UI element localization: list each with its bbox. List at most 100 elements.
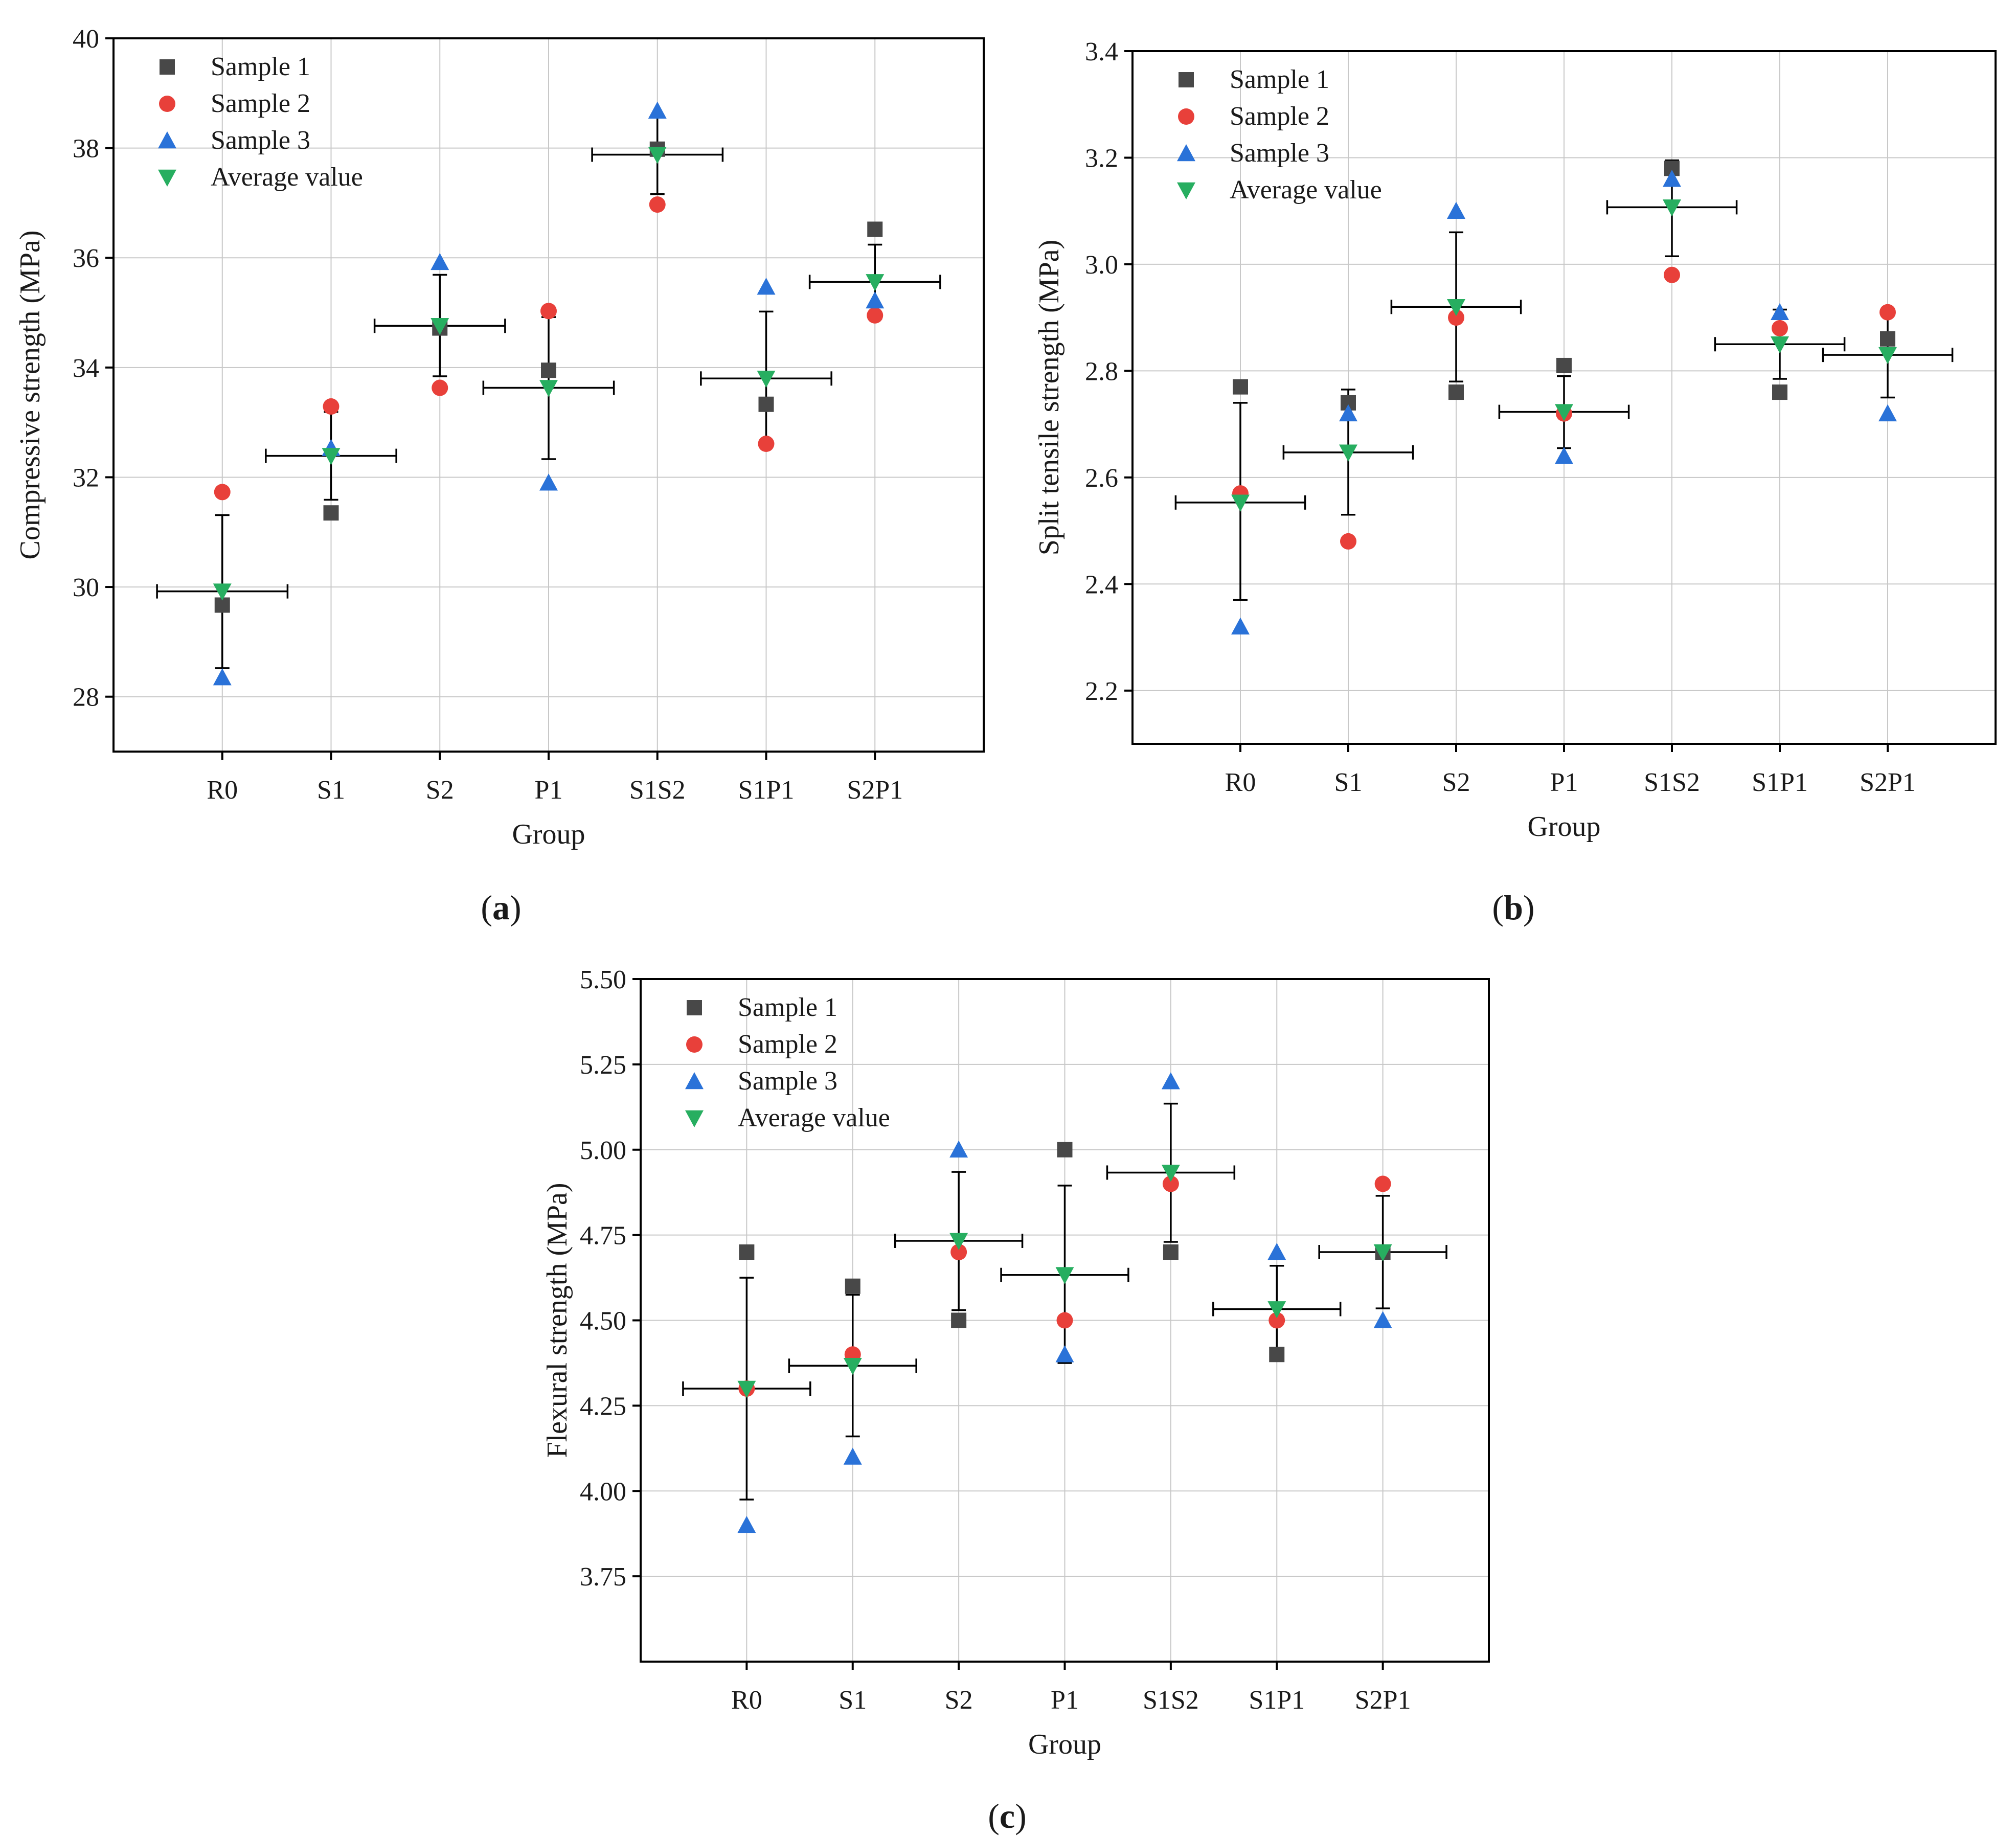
legend-label: Sample 1	[1230, 65, 1329, 94]
x-tick-label: P1	[1550, 768, 1578, 797]
data-point	[539, 380, 558, 397]
data-point	[323, 505, 339, 521]
y-tick-label: 3.2	[1085, 144, 1118, 173]
data-point	[1055, 1345, 1074, 1363]
legend: Sample 1 Sample 2 Sample 3 Average value	[158, 52, 363, 192]
data-point	[950, 1244, 967, 1260]
data-point	[431, 253, 449, 270]
data-point	[1055, 1267, 1074, 1284]
x-tick-label: S1S2	[1143, 1686, 1199, 1715]
legend-label: Sample 3	[1230, 139, 1329, 168]
data-point	[757, 278, 776, 295]
data-point	[1339, 444, 1357, 462]
data-point	[648, 101, 667, 119]
y-tick-label: 4.25	[580, 1392, 626, 1421]
legend-label: Average value	[211, 163, 363, 192]
data-point	[323, 398, 339, 415]
data-point	[949, 1233, 968, 1250]
data-point	[431, 317, 449, 335]
x-tick-label: S1S2	[629, 776, 686, 805]
y-tick-label: 2.4	[1085, 570, 1118, 599]
data-point	[648, 147, 667, 164]
data-point	[213, 668, 232, 686]
data-point	[1056, 1312, 1073, 1329]
panel-caption: (b)	[1492, 888, 1534, 927]
y-tick-label: 2.8	[1085, 357, 1118, 386]
data-point	[1878, 347, 1897, 365]
data-point	[1555, 404, 1573, 421]
data-point	[1447, 201, 1465, 219]
legend: Sample 1 Sample 2 Sample 3 Average value	[685, 993, 890, 1132]
legend-marker	[158, 169, 176, 187]
legend-label: Sample 3	[738, 1067, 837, 1096]
legend-marker	[1179, 72, 1194, 87]
y-tick-label: 4.50	[580, 1307, 626, 1336]
series-average-value	[213, 147, 885, 601]
data-point	[1374, 1175, 1391, 1192]
data-point	[1448, 384, 1464, 400]
data-point	[1163, 1244, 1179, 1260]
data-point	[843, 1447, 862, 1465]
data-point	[843, 1357, 862, 1375]
legend-marker	[685, 1072, 704, 1090]
x-tick-label: S2P1	[847, 776, 903, 805]
data-point	[845, 1278, 860, 1294]
x-tick-label: R0	[731, 1686, 762, 1715]
legend-marker	[1177, 182, 1195, 199]
data-point	[951, 1312, 967, 1328]
data-point	[1340, 533, 1356, 550]
legend-label: Sample 2	[211, 89, 310, 118]
x-tick-label: R0	[207, 776, 238, 805]
data-point	[1663, 199, 1681, 217]
y-tick-label: 2.2	[1085, 677, 1118, 706]
panel-caption: (a)	[481, 888, 521, 927]
x-tick-label: S1P1	[738, 776, 795, 805]
legend-marker	[1177, 144, 1195, 162]
data-point	[540, 303, 557, 320]
x-tick-label: S1S2	[1644, 768, 1700, 797]
y-tick-label: 3.75	[580, 1562, 626, 1592]
data-point	[1880, 331, 1895, 347]
legend-marker	[159, 96, 175, 112]
legend-label: Sample 1	[738, 993, 837, 1022]
data-point	[739, 1244, 755, 1260]
legend-marker	[1178, 108, 1194, 125]
y-tick-label: 4.75	[580, 1221, 626, 1251]
data-point	[1267, 1243, 1286, 1260]
x-axis-title: Group	[1028, 1729, 1101, 1760]
legend-label: Sample 3	[211, 126, 310, 155]
data-point	[866, 291, 885, 309]
legend-marker	[160, 59, 175, 75]
data-point	[758, 396, 774, 412]
y-tick-label: 30	[73, 573, 99, 602]
legend-marker	[686, 1036, 703, 1053]
y-tick-label: 3.0	[1085, 251, 1118, 280]
x-tick-label: S1	[839, 1686, 867, 1715]
x-tick-label: S2P1	[1355, 1686, 1411, 1715]
data-point	[1339, 404, 1357, 422]
x-tick-label: P1	[535, 776, 563, 805]
data-point	[1162, 1175, 1179, 1192]
data-point	[866, 274, 885, 291]
data-point	[867, 221, 883, 237]
y-tick-label: 5.25	[580, 1051, 626, 1080]
data-point	[432, 379, 448, 396]
data-point	[1447, 299, 1465, 316]
data-point	[1771, 336, 1789, 354]
data-point	[541, 362, 556, 378]
y-axis-title: Compressive strength (MPa)	[14, 231, 46, 560]
y-tick-label: 4.00	[580, 1477, 626, 1506]
data-point	[1772, 320, 1788, 336]
data-point	[322, 448, 341, 465]
data-point	[1555, 447, 1573, 464]
legend-label: Average value	[738, 1103, 890, 1132]
y-tick-label: 5.00	[580, 1136, 626, 1165]
x-tick-label: P1	[1051, 1686, 1079, 1715]
data-point	[1161, 1165, 1180, 1182]
data-point	[1267, 1301, 1286, 1319]
legend-marker	[685, 1110, 704, 1127]
panel-caption: (c)	[988, 1797, 1027, 1835]
